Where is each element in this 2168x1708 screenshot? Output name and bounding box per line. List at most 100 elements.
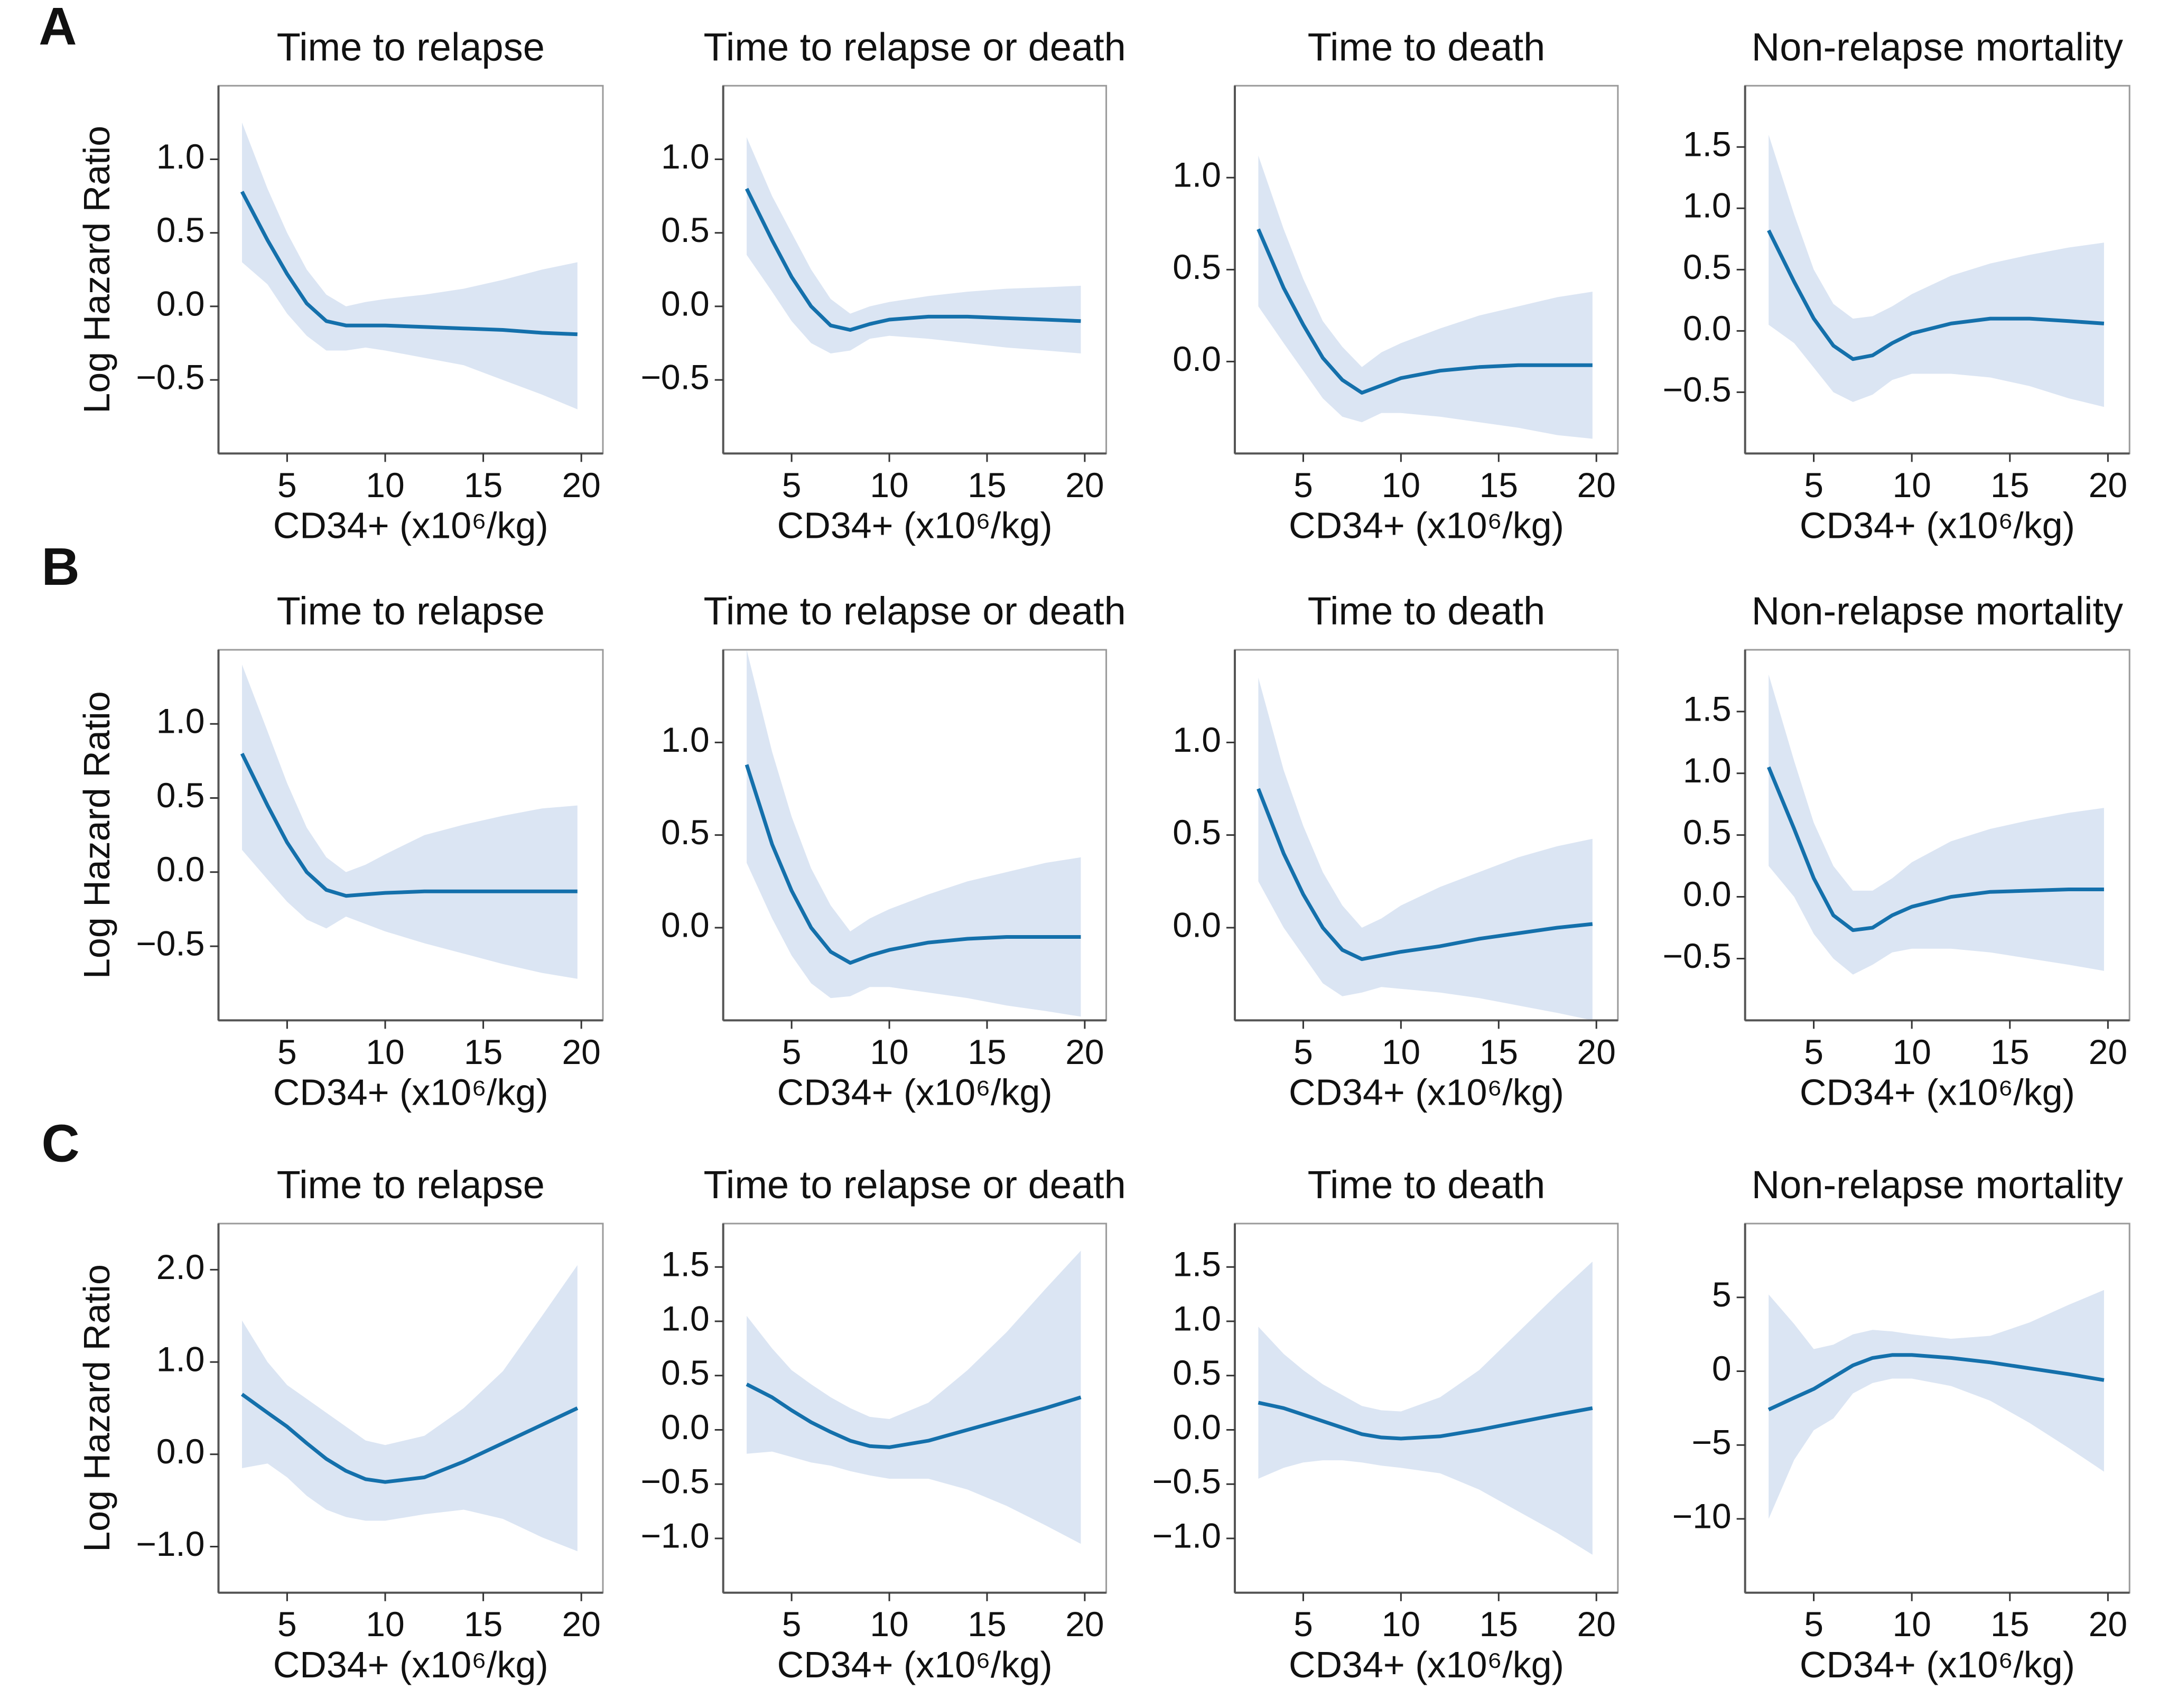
line [1766,766,2104,932]
subplot: −0.5 0.0 0.5 1.0 1.5 5 10 15 20 Non-relapse morta… [1662,589,2130,1113]
x-tick-label: 20 [1577,465,1615,505]
y-tick-label: 0.5 [156,210,205,249]
confidence-band [1258,155,1593,439]
line [240,1393,579,1484]
y-tick-label: 0.5 [661,1353,710,1392]
line [1257,788,1593,962]
x-tick-label: 15 [1990,1604,2029,1644]
y-tick-label: −0.5 [1662,936,1731,975]
y-tick-label: 0.5 [1173,813,1221,852]
x-tick-label: 5 [1294,1604,1313,1644]
chart-title: Time to relapse [277,25,545,69]
x-tick-label: 15 [967,1604,1006,1644]
y-tick-label: 0.0 [1173,339,1221,378]
y-tick-label: 1.0 [661,137,710,176]
subplot: −0.5 0.0 0.5 1.0 5 10 15 20 Time to relapse CD34+… [76,25,604,546]
x-axis-title: CD34+ (x10⁶/kg) [1800,505,2075,546]
x-axis-title: CD34+ (x10⁶/kg) [1289,1071,1564,1113]
x-tick-label: 15 [1480,1604,1518,1644]
x-tick-label: 20 [2089,465,2127,505]
y-tick-label: 1.0 [1173,1299,1221,1338]
y-axis-title: Log Hazard Ratio [76,1264,117,1552]
line [1767,1353,2105,1412]
x-axis-title: CD34+ (x10⁶/kg) [1800,1644,2075,1685]
y-tick-label: 1.5 [1683,125,1732,164]
y-axis-title: Log Hazard Ratio [76,126,117,414]
x-tick-label: 5 [782,1604,802,1644]
confidence-band [242,122,578,409]
y-tick-label: 0.5 [1173,1353,1221,1392]
y-tick-label: −0.5 [1152,1462,1221,1501]
y-axis-title: Log Hazard Ratio [76,691,117,979]
x-tick-label: 5 [1294,1032,1313,1071]
confidence-band [747,650,1081,1017]
x-axis-title: CD34+ (x10⁶/kg) [1289,1644,1564,1685]
y-tick-label: 0.0 [1173,905,1221,944]
x-tick-label: 10 [870,465,908,505]
subplot: −1.0 0.0 1.0 2.0 5 10 15 20 Time to relapse CD34+… [76,1163,604,1685]
line [1258,1401,1593,1441]
y-tick-label: 1.0 [156,137,205,176]
x-tick-label: 20 [2089,1032,2127,1071]
line [745,764,1081,965]
x-tick-label: 20 [1065,465,1104,505]
subplot: −0.5 0.0 0.5 1.0 1.5 5 10 15 20 Non-relapse morta… [1662,25,2130,546]
x-axis-title: CD34+ (x10⁶/kg) [273,505,548,546]
subplot: −1.0 −0.5 0.0 0.5 1.0 1.5 5 10 15 20 Time to death… [1152,1163,1619,1685]
confidence-band [747,1250,1081,1544]
x-tick-label: 5 [1804,1604,1823,1644]
y-tick-label: −1.0 [1152,1516,1221,1555]
y-tick-label: 0.0 [1683,874,1732,913]
y-tick-label: −0.5 [1662,370,1731,409]
chart-title: Time to death [1308,589,1546,633]
y-tick-label: 1.5 [1683,689,1732,728]
x-tick-label: 5 [277,1604,297,1644]
subplot: −0.5 0.0 0.5 1.0 5 10 15 20 Time to relapse or d… [640,25,1125,546]
x-tick-label: 15 [1990,1032,2029,1071]
x-tick-label: 20 [562,465,600,505]
x-tick-label: 15 [464,1032,503,1071]
x-tick-label: 5 [277,465,297,505]
x-tick-label: 20 [562,1604,600,1644]
y-tick-label: 0.0 [661,1407,710,1446]
x-tick-label: 20 [1577,1032,1615,1071]
confidence-band [242,1265,578,1552]
x-tick-label: 15 [967,465,1006,505]
y-tick-label: 0.0 [156,284,205,323]
y-tick-label: 1.0 [1173,720,1221,759]
line [746,1383,1082,1449]
x-tick-label: 5 [782,1032,802,1071]
y-tick-label: 0.0 [661,284,710,323]
x-axis-title: CD34+ (x10⁶/kg) [1289,505,1564,546]
y-tick-label: 0.0 [1683,309,1732,348]
x-tick-label: 10 [1382,465,1420,505]
confidence-band [242,665,578,979]
y-tick-label: 0.5 [661,813,710,852]
y-tick-label: 0.5 [1683,813,1732,852]
x-tick-label: 10 [366,465,404,505]
x-tick-label: 15 [464,1604,503,1644]
x-tick-label: 10 [1382,1604,1420,1644]
x-tick-label: 10 [366,1032,404,1071]
x-tick-label: 10 [366,1604,404,1644]
subplot: 0.0 0.5 1.0 5 10 15 20 Time to relapse or death… [661,589,1126,1113]
x-axis-title: CD34+ (x10⁶/kg) [777,1644,1053,1685]
y-tick-label: 1.0 [1683,186,1732,225]
x-tick-label: 5 [1294,465,1313,505]
line [240,752,578,898]
x-axis-title: CD34+ (x10⁶/kg) [1800,1071,2075,1113]
y-tick-label: −0.5 [136,924,204,963]
y-tick-label: 1.0 [156,1340,205,1379]
x-tick-label: 10 [1382,1032,1420,1071]
x-tick-label: 5 [277,1032,297,1071]
line [240,191,578,337]
x-tick-label: 5 [1804,465,1823,505]
x-axis-title: CD34+ (x10⁶/kg) [777,1071,1053,1113]
x-tick-label: 10 [1892,1604,1931,1644]
subplot: −0.5 0.0 0.5 1.0 5 10 15 20 Time to relapse CD34+… [76,589,604,1113]
y-tick-label: 0.5 [1683,247,1732,286]
y-tick-label: −1.0 [640,1516,709,1555]
x-tick-label: 15 [1480,1032,1518,1071]
